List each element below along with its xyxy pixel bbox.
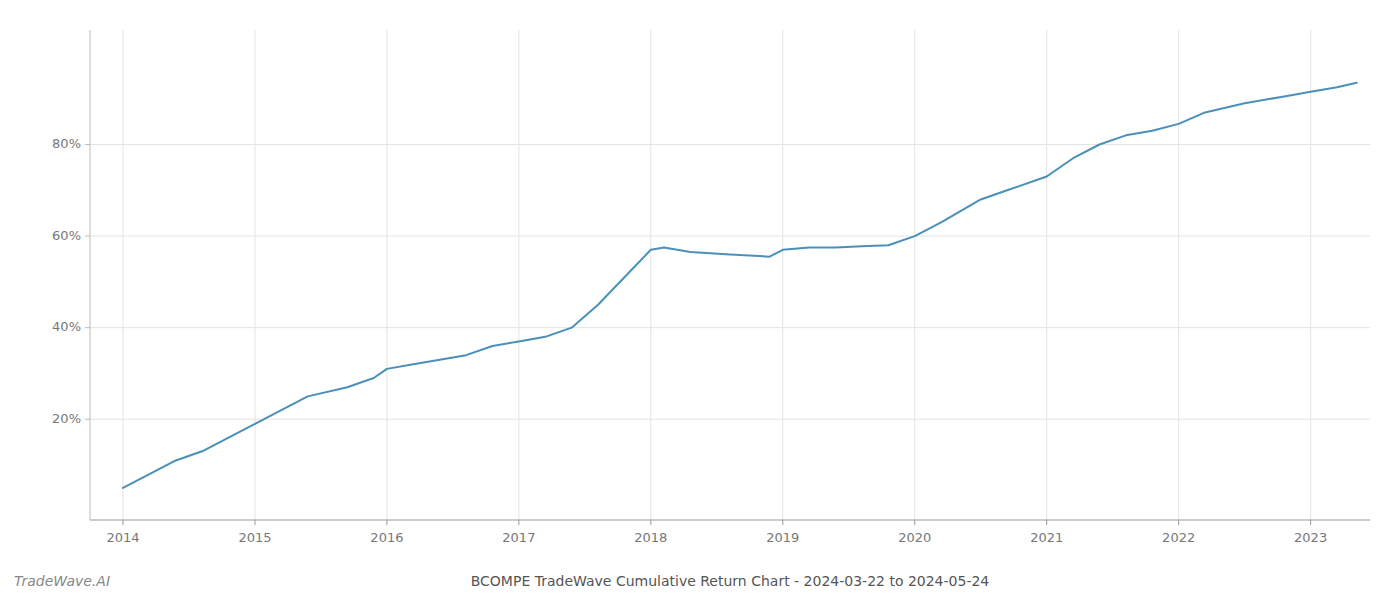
x-tick-label: 2023 <box>1294 530 1327 545</box>
y-tick-label: 20% <box>52 411 81 426</box>
y-tick-label: 40% <box>52 319 81 334</box>
chart: 20% 40% 60% 80% 2014 2015 2016 2017 2018 2019 2020… <box>0 0 1400 600</box>
x-grid-line <box>386 30 387 520</box>
y-tick <box>85 419 90 420</box>
watermark: TradeWave.AI <box>14 573 110 589</box>
x-tick <box>650 520 651 525</box>
x-tick-label: 2016 <box>370 530 403 545</box>
y-tick-label: 80% <box>52 136 81 151</box>
y-grid-line <box>90 236 1370 237</box>
y-grid-line <box>90 144 1370 145</box>
x-tick <box>782 520 783 525</box>
y-grid-line <box>90 327 1370 328</box>
y-grid-line <box>90 419 1370 420</box>
x-tick <box>1310 520 1311 525</box>
y-tick <box>85 236 90 237</box>
title: BCOMPE TradeWave Cumulative Return Chart… <box>471 573 990 589</box>
axes: 20% 40% 60% 80% 2014 2015 2016 2017 2018 2019 2020… <box>52 30 1370 545</box>
y-tick <box>85 144 90 145</box>
x-tick-label: 2019 <box>766 530 799 545</box>
x-tick-label: 2017 <box>502 530 535 545</box>
x-tick <box>122 520 123 525</box>
x-tick <box>1178 520 1179 525</box>
y-tick-label: 60% <box>52 228 81 243</box>
x-tick-label: 2022 <box>1162 530 1195 545</box>
x-grid-line <box>1178 30 1179 520</box>
x-tick <box>254 520 255 525</box>
line <box>123 83 1357 488</box>
x-tick <box>386 520 387 525</box>
x-grid-line <box>254 30 255 520</box>
x-tick <box>1046 520 1047 525</box>
x-grid-line <box>1046 30 1047 520</box>
x-grid-line <box>518 30 519 520</box>
y-tick <box>85 327 90 328</box>
x-tick-label: 2014 <box>106 530 139 545</box>
x-grid-line <box>914 30 915 520</box>
x-tick-label: 2021 <box>1030 530 1063 545</box>
x-tick-label: 2018 <box>634 530 667 545</box>
x-grid-line <box>650 30 651 520</box>
x-tick <box>518 520 519 525</box>
x-axis-line <box>90 520 1370 521</box>
x-tick <box>914 520 915 525</box>
grid <box>90 30 1370 520</box>
plot-area <box>123 83 1357 488</box>
x-tick-label: 2020 <box>898 530 931 545</box>
x-grid-line <box>782 30 783 520</box>
x-tick-label: 2015 <box>238 530 271 545</box>
y-axis-line <box>90 30 91 520</box>
x-grid-line <box>1310 30 1311 520</box>
x-grid-line <box>122 30 123 520</box>
